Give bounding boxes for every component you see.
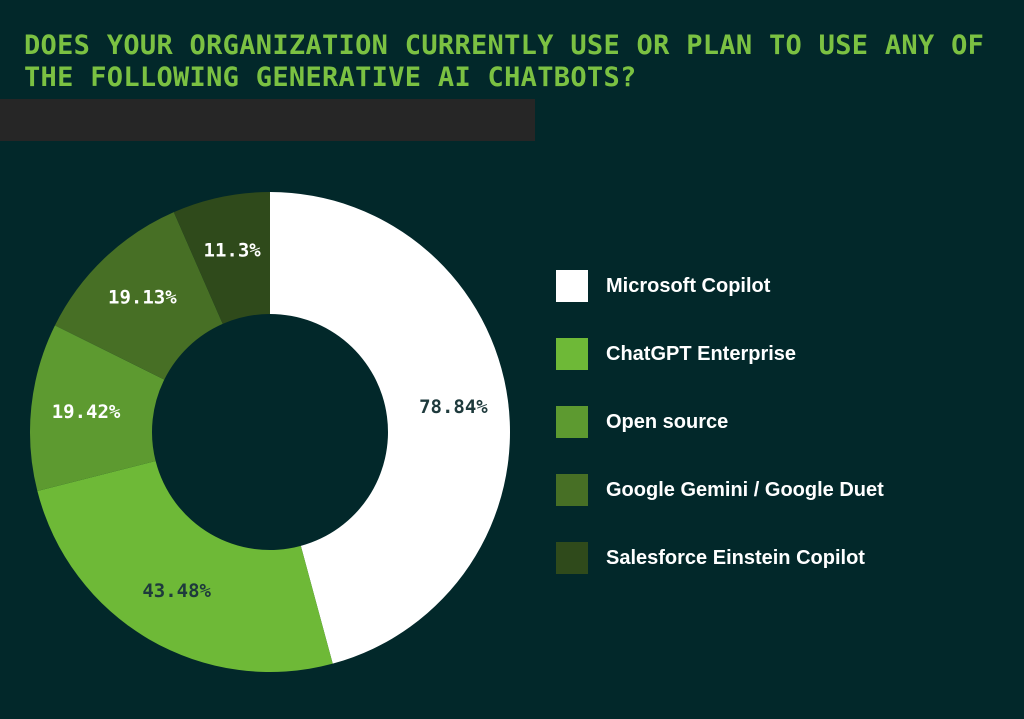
slice-value-label: 19.42% [52,401,121,423]
donut-slice-4 [173,192,270,324]
donut-slice-1 [37,461,333,673]
legend-swatch [556,474,588,506]
donut-slice-3 [54,212,223,380]
legend-label: Salesforce Einstein Copilot [606,547,865,569]
legend-item-google-gemini: Google Gemini / Google Duet [556,474,976,506]
legend-item-open-source: Open source [556,406,976,438]
legend-item-salesforce-einstein: Salesforce Einstein Copilot [556,542,976,574]
slice-value-label: 78.84% [419,396,488,418]
legend-item-microsoft-copilot: Microsoft Copilot [556,270,976,302]
chart-title: Does your organization currently use or … [24,30,985,93]
donut-slice-0 [270,191,511,664]
title-underline-bar [0,99,535,141]
slice-value-label: 43.48% [142,580,211,602]
legend-item-chatgpt-enterprise: ChatGPT Enterprise [556,338,976,370]
legend-label: Google Gemini / Google Duet [606,479,884,501]
legend-label: ChatGPT Enterprise [606,343,797,365]
donut-slice-2 [29,325,165,492]
donut-slices [29,191,511,673]
legend-label: Microsoft Copilot [606,275,771,297]
legend-swatch [556,338,588,370]
slice-value-label: 19.13% [108,287,177,309]
legend-swatch [556,542,588,574]
slice-value-label: 11.3% [204,239,262,261]
legend-swatch [556,406,588,438]
donut-slice-labels: 78.84% 43.48% 19.42% 19.13% 11.3% [52,239,489,602]
legend-label: Open source [606,411,729,433]
legend-swatch [556,270,588,302]
